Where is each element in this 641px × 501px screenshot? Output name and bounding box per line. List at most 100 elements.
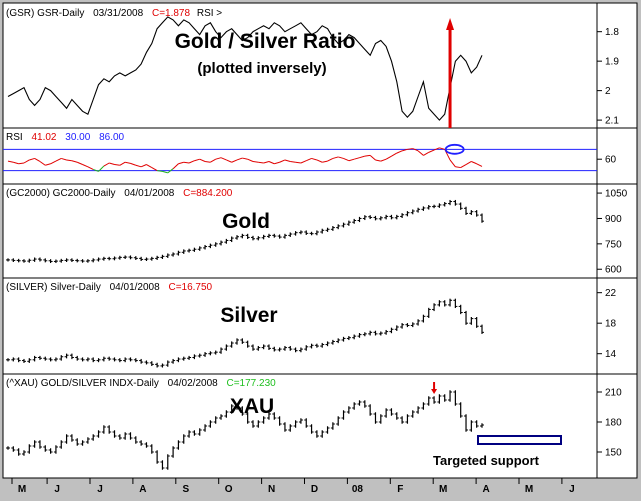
rsi-segment (268, 161, 275, 165)
xau-panel: (^XAU) GOLD/SILVER INDX-Daily 04/02/2008… (6, 378, 622, 470)
rsi-segment (423, 151, 429, 156)
rsi-segment (50, 160, 57, 165)
silver-close: C=16.750 (168, 282, 212, 293)
silver-tick-label: 22 (605, 288, 617, 299)
gsr-tick-label: 2 (605, 86, 611, 97)
rsi-highlight-ellipse (444, 143, 465, 155)
gsr-date: 03/31/2008 (93, 8, 143, 19)
rsi-segment (98, 165, 105, 172)
rsi-segment (476, 163, 483, 167)
rsi-segment (220, 157, 227, 161)
x-tick-label: J (97, 484, 103, 495)
x-tick-label: A (482, 484, 489, 495)
xau-price-bars (6, 390, 484, 470)
rsi-segment (391, 152, 398, 157)
rsi-segment (167, 168, 174, 174)
rsi-segment (87, 166, 94, 170)
rsi-segment (369, 155, 376, 161)
rsi-tick-label: 60 (605, 155, 617, 166)
rsi-segment (258, 161, 264, 164)
rsi-segment (178, 161, 184, 165)
rsi-segment (188, 160, 195, 164)
rsi-segment (109, 162, 115, 166)
rsi-segment (66, 159, 72, 162)
gsr-tick-label: 1.9 (605, 57, 619, 68)
rsi-segment (103, 162, 110, 167)
rsi-segment (247, 158, 254, 162)
rsi-segment (327, 157, 334, 162)
svg-text:(GSR) GSR-Daily 03/31/20: (GSR) GSR-Daily 03/31/2008 C=1.878 RSI > (6, 8, 222, 19)
xau-date: 04/02/2008 (168, 378, 218, 389)
gsr-close: C=1.878 (152, 8, 191, 19)
rsi-segment (172, 163, 179, 170)
silver-panel: (SILVER) Silver-Daily 04/01/2008 C=16.75… (6, 282, 617, 368)
svg-text:(GC2000) GC2000-Daily 04: (GC2000) GC2000-Daily 04/01/2008 C=884.2… (6, 188, 233, 199)
rsi-segment (151, 167, 158, 172)
silver-date: 04/01/2008 (110, 282, 160, 293)
rsi-segment (306, 157, 312, 162)
rsi-value: 41.02 (31, 132, 56, 143)
rsi-segment (210, 158, 216, 163)
x-tick-label: D (311, 484, 318, 495)
rsi-segment (412, 148, 419, 152)
rsi-segment (455, 166, 461, 169)
rsi-series (7, 147, 483, 174)
rsi-segment (417, 150, 424, 156)
svg-text:RSI 41.02 30.00: RSI 41.02 30.00 86.00 (6, 132, 125, 143)
xau-title: XAU (230, 395, 274, 418)
rsi-segment (332, 156, 339, 159)
rsi-segment (7, 160, 14, 163)
rsi-overbought-highlight (444, 143, 465, 155)
rsi-segment (77, 161, 83, 165)
rsi-segment (343, 157, 350, 162)
xau-symbol: (^XAU) GOLD/SILVER INDX-Daily (6, 378, 159, 389)
rsi-segment (23, 159, 30, 164)
rsi-segment (162, 170, 168, 174)
rsi-segment (348, 158, 355, 162)
rsi-level-lines (3, 148, 597, 172)
plot-area (2, 2, 638, 479)
rsi-segment (428, 149, 435, 153)
gsr-arrow-head (446, 18, 455, 30)
rsi-segment (130, 162, 136, 166)
x-tick-label: 08 (352, 484, 364, 495)
rsi-segment (204, 160, 211, 163)
rsi-segment (39, 161, 46, 166)
rsi-segment (18, 162, 25, 165)
rsi-segment (125, 161, 131, 164)
rsi-segment (183, 161, 190, 164)
rsi-segment (449, 159, 456, 168)
gsr-tick-label: 1.8 (605, 27, 619, 38)
x-tick-label: M (439, 484, 447, 495)
rsi-segment (226, 159, 232, 163)
x-tick-label: J (54, 484, 60, 495)
silver-tick-label: 14 (605, 349, 617, 360)
rsi-lower-level: 30.00 (65, 132, 90, 143)
rsi-segment (354, 157, 360, 160)
x-tick-label: O (225, 484, 233, 495)
xau-close: C=177.230 (227, 378, 277, 389)
rsi-segment (460, 164, 467, 168)
rsi-segment (300, 160, 307, 164)
rsi-segment (140, 164, 147, 168)
rsi-segment (338, 156, 344, 159)
rsi-segment (380, 158, 387, 162)
rsi-segment (359, 155, 365, 159)
rsi-segment (284, 159, 291, 162)
gsr-title: Gold / Silver Ratio (175, 30, 356, 53)
svg-text:(SILVER) Silver-Daily 04: (SILVER) Silver-Daily 04/01/2008 C=16.75… (6, 282, 213, 293)
rsi-segment (396, 150, 403, 154)
rsi-segment (34, 158, 41, 162)
gsr-extra: RSI > (197, 8, 222, 19)
rsi-label: RSI (6, 132, 23, 143)
gold-price-bars (6, 199, 484, 264)
rsi-segment (146, 164, 153, 168)
rsi-segment (215, 157, 222, 160)
rsi-segment (316, 159, 323, 163)
x-tick-label: A (139, 484, 146, 495)
xau-arrow-head (431, 389, 438, 394)
rsi-segment (236, 157, 243, 161)
rsi-segment (375, 159, 381, 162)
rsi-segment (465, 161, 472, 165)
gold-tick-label: 1050 (605, 189, 628, 200)
